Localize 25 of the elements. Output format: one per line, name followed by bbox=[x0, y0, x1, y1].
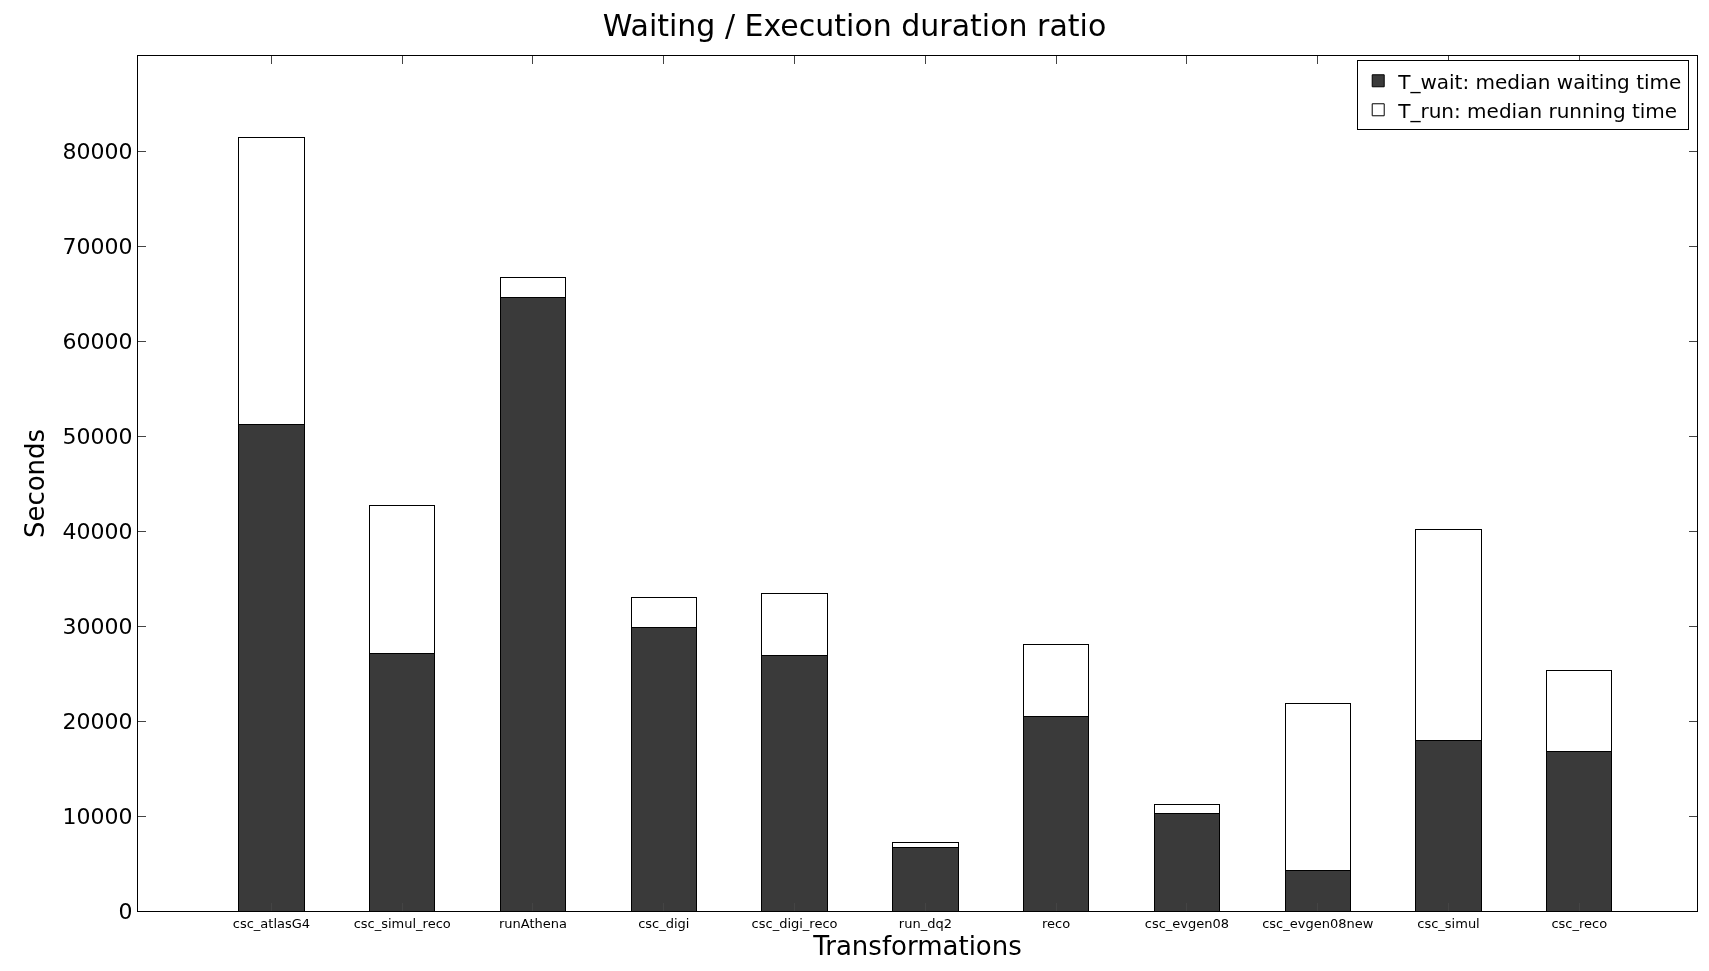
y-tick-label: 60000 bbox=[62, 328, 133, 354]
y-tick-label: 0 bbox=[118, 898, 133, 924]
x-tick-label: csc_digi_reco bbox=[751, 915, 838, 931]
y-axis-title: Seconds bbox=[20, 428, 50, 539]
y-tick-label: 20000 bbox=[62, 708, 133, 734]
x-tick-label: runAthena bbox=[498, 915, 567, 931]
x-axis-title: Transformations bbox=[812, 930, 1022, 961]
y-tick-label: 10000 bbox=[62, 803, 133, 829]
y-tick-label: 50000 bbox=[62, 423, 133, 449]
x-tick-label: reco bbox=[1042, 915, 1071, 931]
x-tick-label: csc_reco bbox=[1551, 915, 1608, 931]
y-tick-label: 70000 bbox=[62, 233, 133, 259]
y-tick-label: 30000 bbox=[62, 613, 133, 639]
x-tick-label: csc_atlasG4 bbox=[232, 915, 311, 931]
y-tick-label: 40000 bbox=[62, 518, 133, 544]
x-tick-label: csc_simul bbox=[1417, 915, 1480, 931]
legend-label: T_run: median running time bbox=[1397, 98, 1678, 123]
legend-label: T_wait: median waiting time bbox=[1397, 69, 1682, 94]
y-tick-label: 80000 bbox=[62, 138, 133, 164]
chart-title: Waiting / Execution duration ratio bbox=[602, 7, 1107, 43]
x-tick-label: csc_simul_reco bbox=[353, 915, 451, 931]
x-tick-label: csc_evgen08new bbox=[1262, 915, 1374, 931]
x-tick-label: csc_evgen08 bbox=[1144, 915, 1230, 931]
x-tick-label: run_dq2 bbox=[898, 915, 952, 931]
x-tick-label: csc_digi bbox=[638, 915, 690, 931]
